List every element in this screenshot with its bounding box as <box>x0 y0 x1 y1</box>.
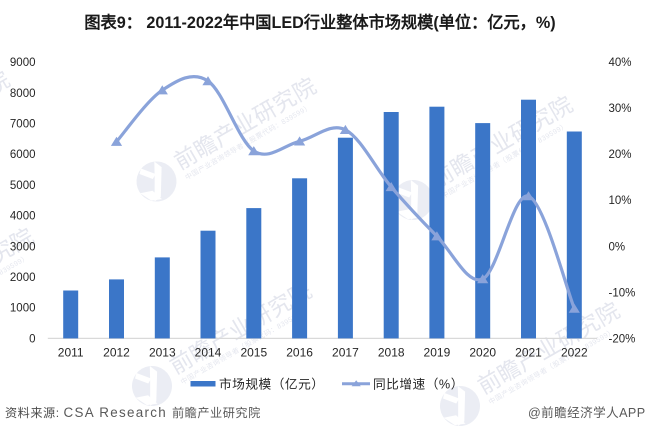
svg-text:-20%: -20% <box>609 333 636 345</box>
svg-text:同比增速（%）: 同比增速（%） <box>373 378 464 392</box>
svg-text:6000: 6000 <box>10 149 36 161</box>
svg-text:5000: 5000 <box>10 180 36 192</box>
svg-text:2016: 2016 <box>286 346 313 360</box>
svg-text:资料来源: CSA Research 前瞻产业研究院: 资料来源: CSA Research 前瞻产业研究院 <box>5 405 261 420</box>
svg-text:2021: 2021 <box>515 346 542 360</box>
svg-text:8000: 8000 <box>10 88 36 100</box>
svg-text:2012: 2012 <box>103 346 130 360</box>
svg-text:0%: 0% <box>609 241 626 253</box>
svg-text:4000: 4000 <box>10 211 36 223</box>
svg-text:2020: 2020 <box>469 346 496 360</box>
svg-text:0: 0 <box>29 333 35 345</box>
svg-text:2013: 2013 <box>149 346 176 360</box>
svg-text:9000: 9000 <box>10 57 36 69</box>
svg-text:@前瞻经济学人APP: @前瞻经济学人APP <box>528 405 645 420</box>
svg-text:市场规模（亿元）: 市场规模（亿元） <box>219 377 325 392</box>
svg-text:图表9： 2011-2022年中国LED行业整体市场规模(单: 图表9： 2011-2022年中国LED行业整体市场规模(单位：亿元，%) <box>84 13 555 32</box>
svg-text:10%: 10% <box>609 195 632 207</box>
svg-text:20%: 20% <box>609 149 632 161</box>
svg-text:-10%: -10% <box>609 287 636 299</box>
svg-text:2022: 2022 <box>561 346 588 360</box>
svg-text:1000: 1000 <box>10 303 36 315</box>
svg-text:2015: 2015 <box>240 346 267 360</box>
svg-text:3000: 3000 <box>10 241 36 253</box>
svg-text:2011: 2011 <box>58 346 84 360</box>
svg-text:2018: 2018 <box>378 346 405 360</box>
svg-text:2017: 2017 <box>332 346 359 360</box>
svg-text:2000: 2000 <box>10 272 36 284</box>
svg-text:40%: 40% <box>609 57 632 69</box>
svg-text:7000: 7000 <box>10 119 36 131</box>
svg-text:30%: 30% <box>609 103 632 115</box>
svg-text:2014: 2014 <box>195 346 222 360</box>
svg-text:2019: 2019 <box>424 346 451 360</box>
